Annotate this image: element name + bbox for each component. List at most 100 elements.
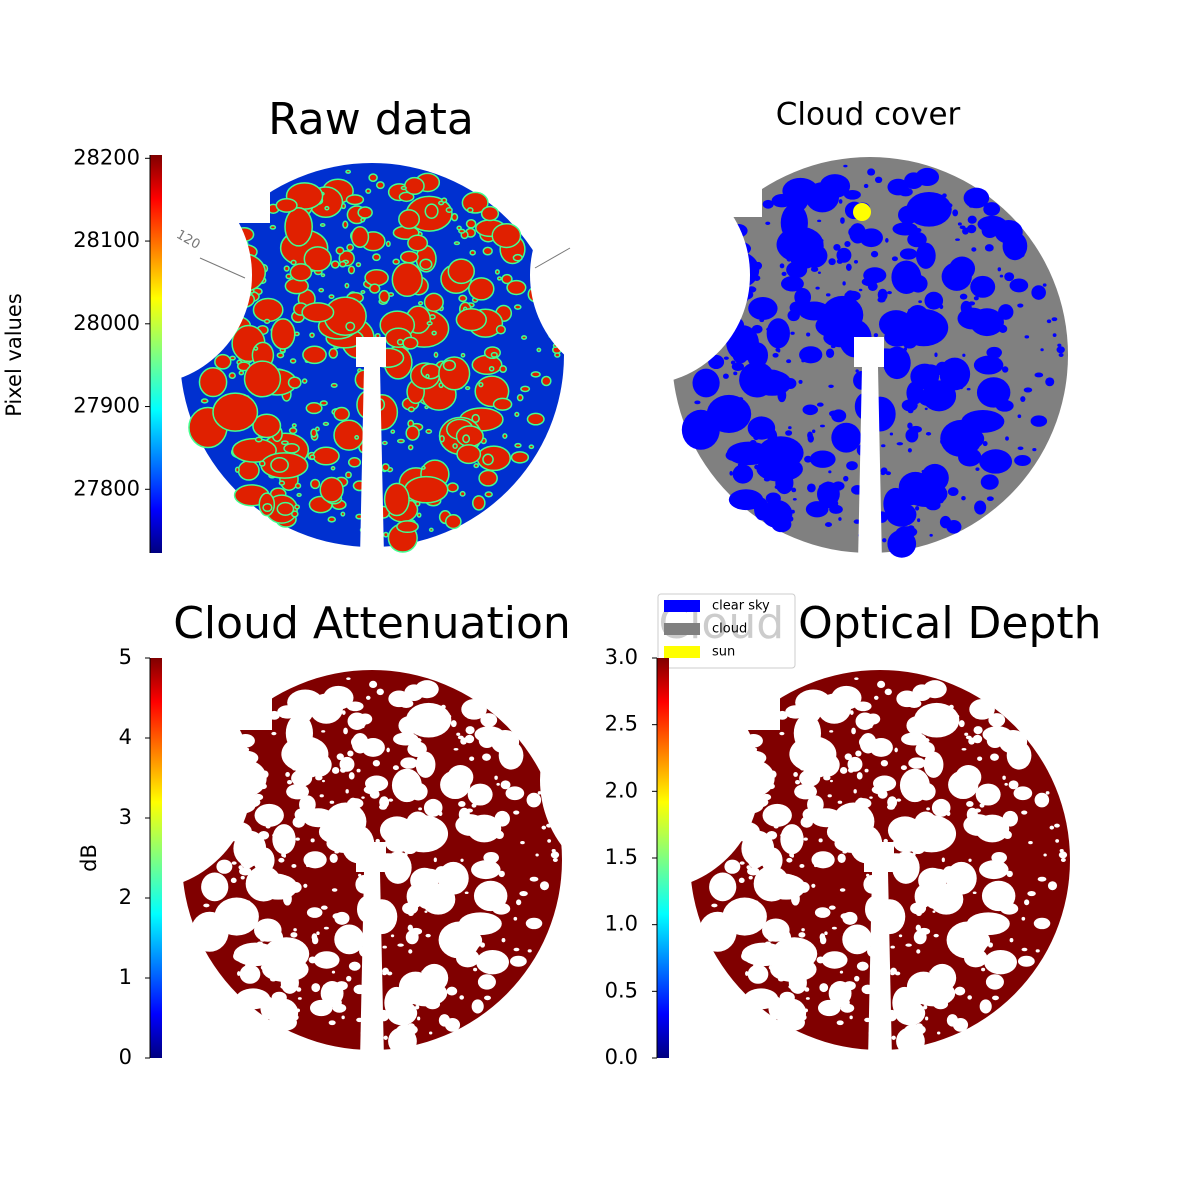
cloud-patch <box>932 710 946 725</box>
cloud-patch <box>726 441 771 466</box>
cloud-patch <box>787 516 794 522</box>
cloud-patch <box>753 865 790 902</box>
cloud-patch <box>973 416 981 425</box>
cloud-patch <box>775 347 781 352</box>
cloud-patch <box>809 450 836 468</box>
legend-label: clear sky <box>712 599 770 614</box>
cloud-patch <box>932 910 936 913</box>
cloud-patch <box>975 467 980 471</box>
cloud-patch <box>329 800 335 804</box>
cloud-patch <box>983 202 1001 217</box>
cloud-patch <box>356 768 361 773</box>
panel-title: Cloud cover <box>776 97 961 133</box>
cloud-patch <box>303 883 308 888</box>
cloud-patch <box>396 1024 418 1036</box>
cloud-patch <box>331 888 338 892</box>
cloud-patch <box>1043 853 1047 857</box>
cloud-patch <box>269 224 277 230</box>
cloud-patch <box>358 713 373 725</box>
cloud-patch <box>500 780 511 790</box>
tick-label: 3.0 <box>605 645 638 669</box>
cloud-patch <box>964 948 988 968</box>
cloud-patch <box>711 903 718 908</box>
cloud-patch <box>404 176 425 196</box>
cloud-patch <box>346 243 355 252</box>
cloud-patch <box>334 924 365 955</box>
cloud-patch <box>234 466 240 473</box>
cloud-patch <box>537 791 542 795</box>
cloud-patch <box>766 318 790 349</box>
cloud-patch <box>991 851 1007 864</box>
cloud-patch <box>925 1016 929 1021</box>
cloud-patch <box>798 379 803 384</box>
cloud-patch <box>1014 455 1031 467</box>
cloud-patch <box>310 428 318 438</box>
cloud-patch <box>539 881 550 891</box>
cloud-patch <box>912 980 956 1007</box>
cloud-patch <box>482 753 491 761</box>
cloud-patch <box>899 248 918 260</box>
cloud-patch <box>519 890 528 897</box>
cloud-patch <box>790 331 795 335</box>
cloud-patch <box>277 705 298 719</box>
cloud-patch <box>309 332 315 338</box>
cloud-patch <box>906 716 927 735</box>
cloud-patch <box>998 729 1028 754</box>
cloud-patch <box>396 338 404 346</box>
cloud-patch <box>979 449 1013 474</box>
cloud-patch <box>973 726 983 735</box>
cloud-patch <box>284 206 313 247</box>
cloud-patch <box>997 267 1002 272</box>
cloud-patch <box>988 713 1006 727</box>
tick-label: 2 <box>119 885 132 909</box>
cloud-patch <box>1004 272 1015 282</box>
mask <box>530 165 750 385</box>
cloud-patch <box>469 249 476 256</box>
cloud-patch <box>801 928 805 932</box>
cloud-patch <box>1045 791 1050 795</box>
cloud-patch <box>484 491 493 498</box>
cloud-patch <box>334 911 350 925</box>
annotation-line <box>534 247 571 269</box>
cloud-patch <box>453 241 461 246</box>
cloud-patch <box>900 765 907 771</box>
cloud-patch <box>438 707 443 712</box>
cloud-patch <box>391 768 422 803</box>
cloud-patch <box>296 492 302 497</box>
cloud-patch <box>880 759 888 767</box>
cloud-patch <box>849 1015 853 1020</box>
cloud-patch <box>233 942 278 967</box>
cloud-patch <box>854 677 859 680</box>
cloud-patch <box>400 185 407 191</box>
cloud-patch <box>264 1007 273 1015</box>
cloud-patch <box>319 222 326 227</box>
cloud-patch <box>927 320 932 324</box>
cloud-patch <box>1000 902 1019 915</box>
cloud-patch <box>260 965 266 970</box>
cloud-patch <box>905 844 911 850</box>
cloud-patch <box>806 332 811 337</box>
cloud-patch <box>405 930 419 945</box>
cloud-patch <box>1051 317 1058 322</box>
cloud-patch <box>902 337 917 349</box>
cloud-patch <box>797 881 810 893</box>
tick-label: 1.5 <box>605 845 638 869</box>
cloud-patch <box>953 446 958 452</box>
cloud-patch <box>350 226 370 248</box>
cloud-patch <box>844 241 851 248</box>
cloud-patch <box>341 1015 345 1020</box>
tick-label: 0.0 <box>605 1045 638 1069</box>
cloud-patch <box>245 865 282 902</box>
cloud-patch <box>794 783 817 800</box>
cloud-patch <box>496 782 500 786</box>
cloud-patch <box>844 753 852 761</box>
cloud-patch <box>896 339 902 345</box>
cloud-patch <box>397 943 404 947</box>
cloud-patch <box>521 335 528 340</box>
cloud-patch <box>452 947 457 953</box>
tick-label: 4 <box>119 725 132 749</box>
cloud-patch <box>974 500 987 515</box>
cloud-patch <box>886 291 892 295</box>
cloud-patch <box>968 203 974 208</box>
cloud-patch <box>772 1007 781 1015</box>
